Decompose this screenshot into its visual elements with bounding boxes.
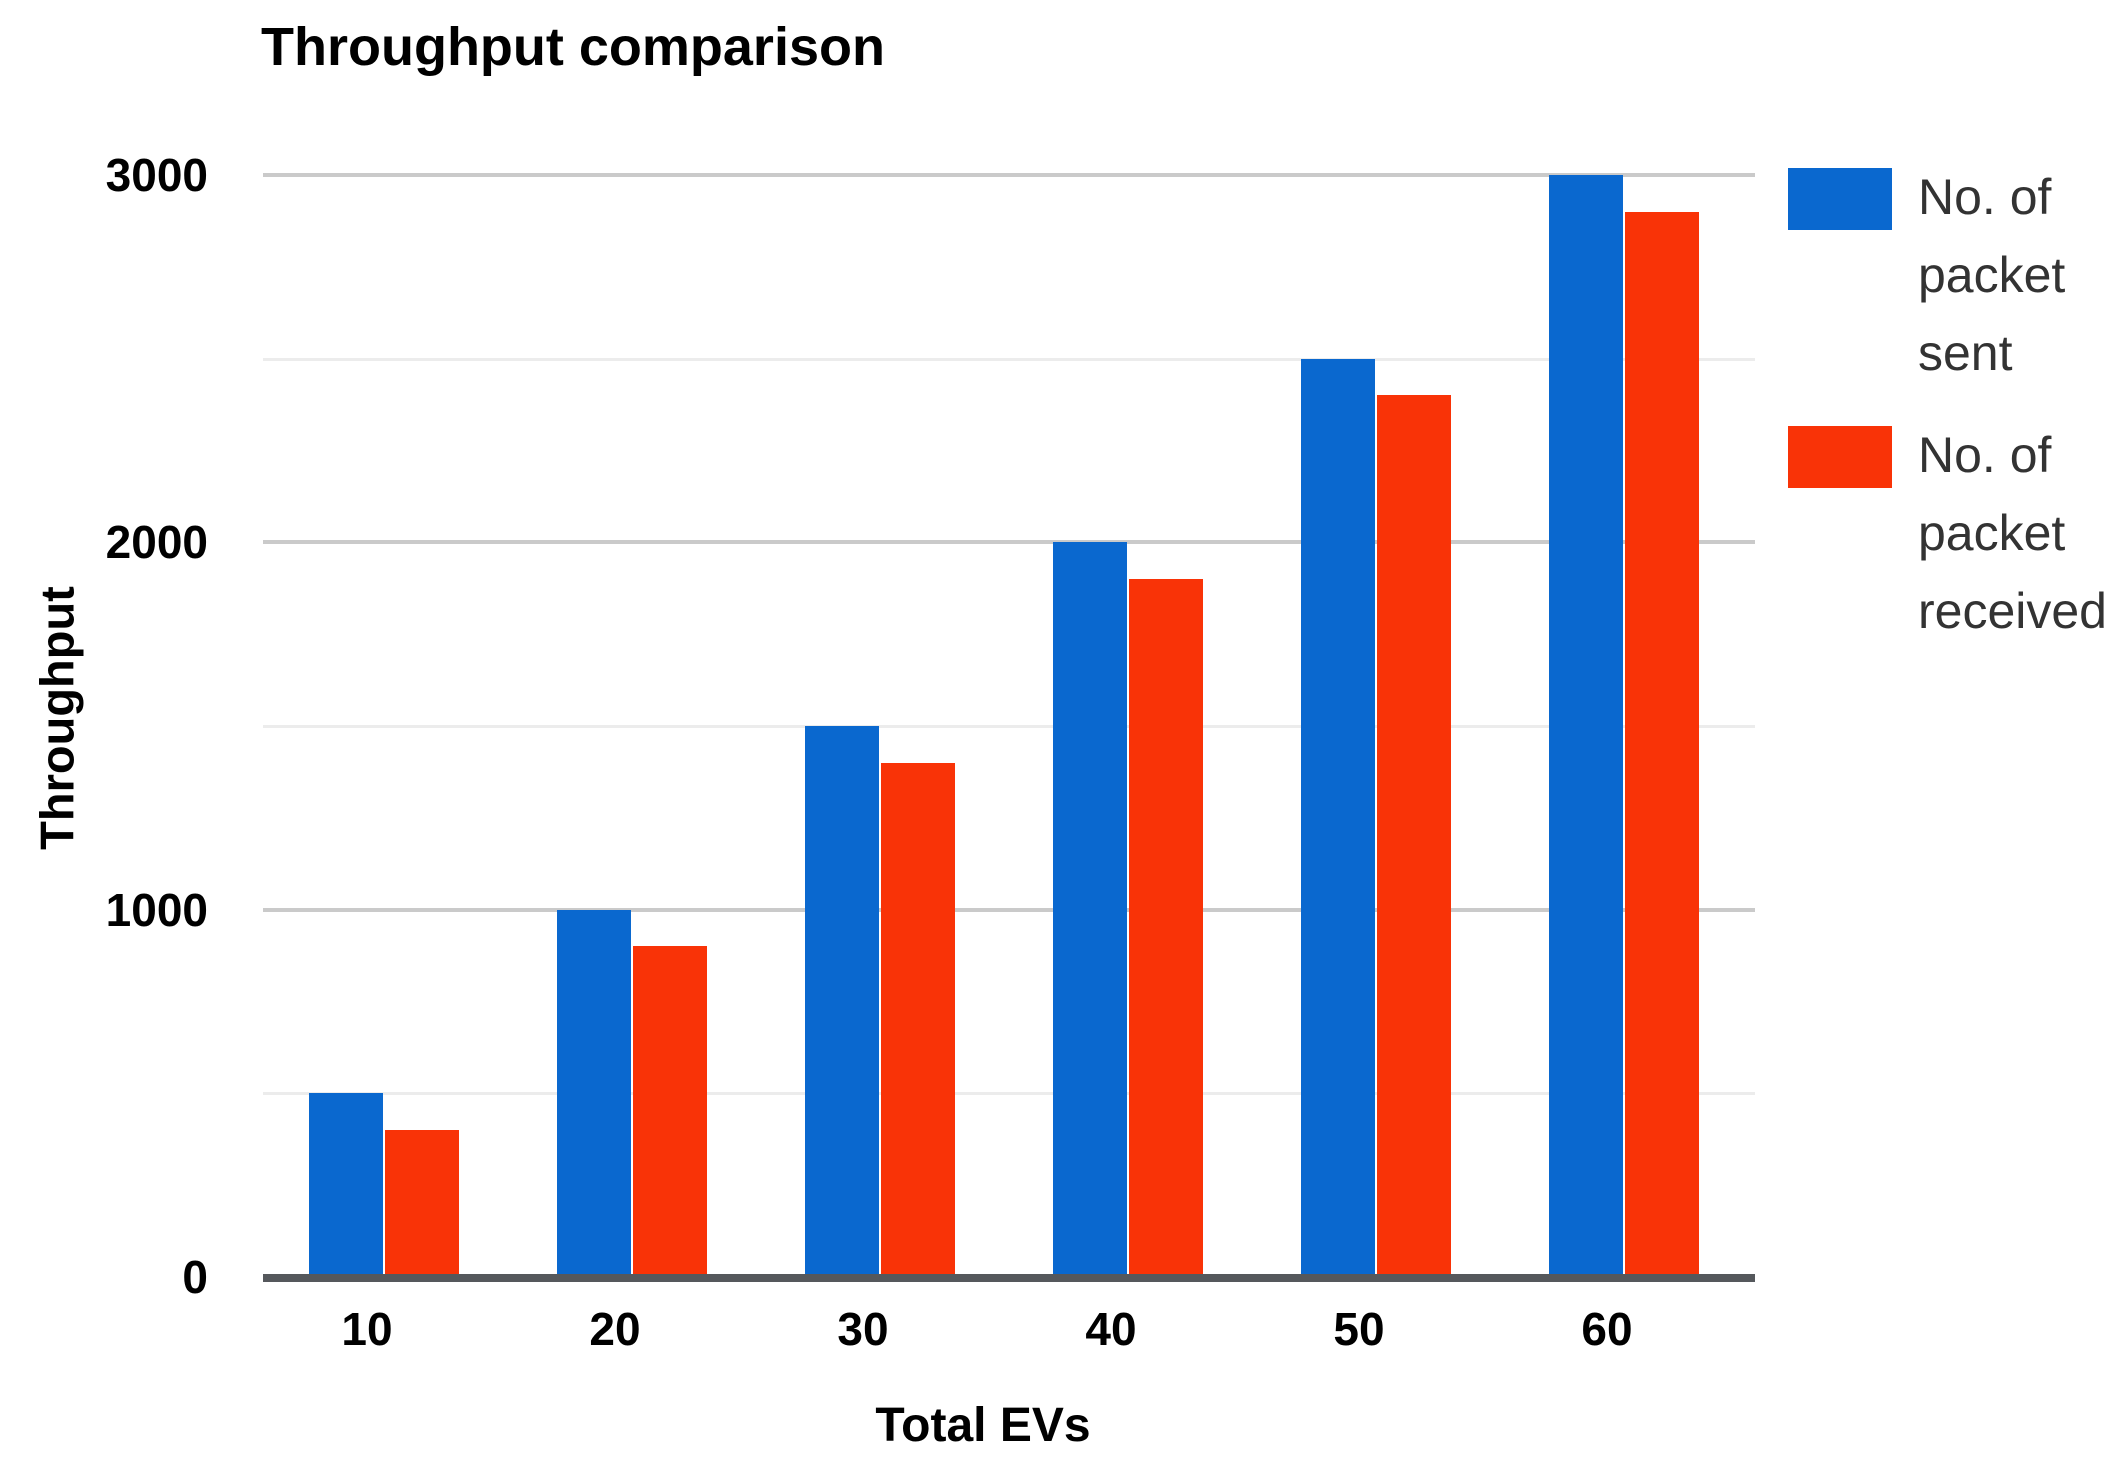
x-tick-label: 30 bbox=[837, 1303, 889, 1355]
y-tick-label: 1000 bbox=[105, 884, 208, 936]
y-tick-label: 2000 bbox=[105, 516, 208, 568]
gridline-1000 bbox=[263, 908, 1755, 912]
bar-packet-sent-30 bbox=[805, 726, 879, 1274]
bar-packet-sent-10 bbox=[309, 1093, 383, 1274]
bar-packet-received-10 bbox=[385, 1130, 459, 1274]
legend-item-packet-received: No. of packet received bbox=[1788, 426, 2122, 676]
chart-title: Throughput comparison bbox=[261, 17, 885, 77]
gridline-2500 bbox=[263, 358, 1755, 361]
gridline-2000 bbox=[263, 540, 1755, 544]
x-tick-label: 40 bbox=[1085, 1303, 1137, 1355]
bar-packet-received-50 bbox=[1377, 395, 1451, 1274]
gridline-3000 bbox=[263, 173, 1755, 177]
legend-swatch-packet-sent bbox=[1788, 168, 1892, 230]
x-tick-label: 10 bbox=[341, 1303, 393, 1355]
gridline-500 bbox=[263, 1092, 1755, 1095]
legend-item-packet-sent: No. of packet sent bbox=[1788, 168, 2122, 418]
legend-label-packet-received: No. of packet received bbox=[1918, 427, 2107, 639]
bar-packet-sent-60 bbox=[1549, 175, 1623, 1274]
bar-packet-received-30 bbox=[881, 763, 955, 1274]
gridline-1500 bbox=[263, 725, 1755, 728]
x-axis-title: Total EVs bbox=[875, 1399, 1091, 1452]
legend-label-packet-sent: No. of packet sent bbox=[1918, 169, 2066, 381]
x-tick-label: 20 bbox=[589, 1303, 641, 1355]
bar-packet-sent-40 bbox=[1053, 542, 1127, 1274]
legend: No. of packet sent No. of packet receive… bbox=[1788, 0, 2122, 1463]
bar-packet-received-60 bbox=[1625, 212, 1699, 1274]
x-tick-label: 60 bbox=[1581, 1303, 1633, 1355]
bar-packet-sent-50 bbox=[1301, 359, 1375, 1274]
bar-packet-received-40 bbox=[1129, 579, 1203, 1274]
legend-swatch-packet-received bbox=[1788, 426, 1892, 488]
x-axis-baseline bbox=[263, 1274, 1755, 1282]
y-tick-label: 3000 bbox=[105, 149, 208, 201]
bar-packet-sent-20 bbox=[557, 910, 631, 1274]
y-tick-label: 0 bbox=[182, 1251, 208, 1303]
bar-packet-received-20 bbox=[633, 946, 707, 1274]
x-tick-label: 50 bbox=[1333, 1303, 1385, 1355]
